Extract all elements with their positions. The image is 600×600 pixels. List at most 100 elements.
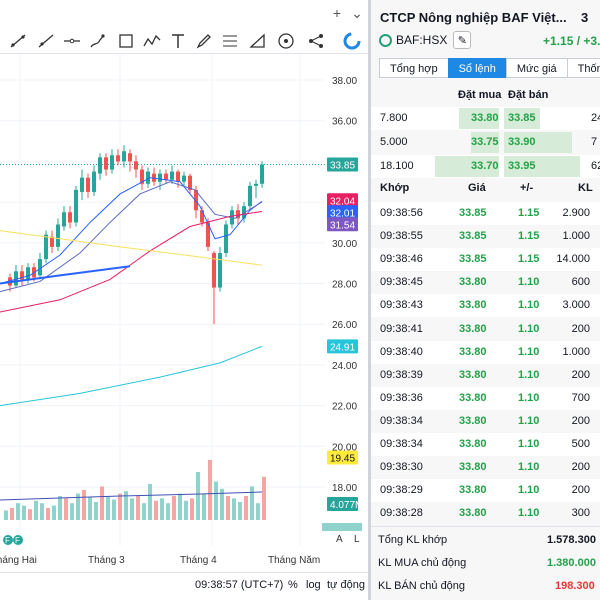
log-toggle[interactable]: log [306,579,321,591]
edit-icon[interactable]: ✎ [453,31,472,49]
rectangle-icon[interactable] [116,31,136,51]
stock-name: CTCP Nông nghiệp BAF Việt... [380,10,567,25]
candle-body [26,267,30,280]
price-badge-label: 19.45 [330,453,355,464]
trade-row: 09:38:36 33.80 1.10 700 [371,386,600,410]
eye-icon[interactable] [276,31,296,51]
auto-scale-button[interactable]: A [336,534,343,545]
trade-chg: 1.10 [518,461,540,474]
trade-row: 09:38:45 33.80 1.10 600 [371,271,600,294]
trade-row: 09:38:56 33.85 1.15 2.900 [371,202,600,225]
volume-bar [34,500,38,520]
candle-body [224,224,228,253]
ray-icon[interactable] [36,31,56,51]
trade-time: 09:38:29 [380,484,423,497]
trade-vol: 200 [571,461,590,474]
volume-bar [238,502,242,520]
trade-vol: 300 [571,507,590,520]
candle-body [128,153,132,162]
volume-bar [28,509,32,520]
volume-bar [244,496,248,520]
volume-bar [70,503,74,520]
trade-time: 09:38:56 [380,207,423,219]
collapse-icon[interactable]: ⌄ [351,5,363,21]
volume-bar [178,493,182,520]
volume-bar [226,496,230,520]
price-badge-label: 31.54 [330,220,355,231]
trade-time: 09:38:43 [380,299,423,312]
chart-pane[interactable]: + ⌄ [0,0,368,600]
volume-bar [46,508,50,520]
summary-sell: KL BÁN chủ động 198.300 [378,580,595,592]
trade-row: 09:38:34 33.80 1.10 500 [371,433,600,456]
trade-row: 09:38:46 33.85 1.15 14.000 [371,248,600,272]
price-badge-ma3 [327,217,358,232]
ma-long-line [0,345,263,407]
ruler-icon[interactable] [248,31,268,51]
text-icon[interactable] [168,31,188,51]
trade-price: 33.85 [459,253,487,266]
candle-body [98,157,102,174]
trade-chg: 1.10 [518,484,540,497]
percent-toggle[interactable]: % [288,579,298,591]
trade-vol: 700 [571,391,590,404]
candle-body [188,175,192,190]
candle-body [182,175,186,182]
tab-statistics[interactable]: Thống [566,58,600,78]
pattern-icon[interactable] [142,31,162,51]
tab-orderbook[interactable]: Sổ lệnh [447,58,506,78]
price-badge-ma2 [327,205,358,220]
trade-chg: 1.10 [518,299,540,312]
price-change: +1.15 / +3. [543,34,600,48]
ma-indigo-line [0,181,263,293]
volume-ma-blue-line [0,491,263,501]
candle-body [212,252,216,288]
volume-bar [232,498,236,520]
volume-bar [100,486,104,520]
price-chart[interactable]: 38.0036.0034.0032.0030.0028.0026.0024.00… [0,54,368,546]
trade-chg: 1.10 [518,414,540,427]
candle-body [38,259,42,276]
brush-icon[interactable] [88,31,108,51]
price-tick: 24.00 [332,361,357,372]
pane-divider[interactable] [368,0,371,600]
candle-body [56,224,60,247]
trade-vol: 200 [571,322,590,335]
candle-body [140,169,144,184]
share-icon[interactable] [306,31,326,51]
trade-time: 09:38:40 [380,345,423,358]
trade-price: 33.80 [459,391,487,404]
auto-toggle[interactable]: tự động [327,579,365,591]
summary-buy: KL MUA chủ động 1.380.000 [378,557,596,569]
volume-bar [220,488,224,520]
fib-icon[interactable] [220,31,240,51]
add-icon[interactable]: + [332,5,342,21]
price-badge-label: 24.91 [330,342,355,353]
trade-time: 09:38:30 [380,461,423,474]
orderbook-row: 5.000 33.75 33.90 7 [371,131,600,154]
horizontal-line-icon[interactable] [62,31,82,51]
tab-price-levels[interactable]: Mức giá [505,58,567,78]
trade-price: 33.80 [459,484,487,497]
volume-bar [184,500,188,520]
trade-time: 09:38:41 [380,322,423,335]
volume-bar [190,498,194,520]
candle-body [146,171,150,184]
pen-icon[interactable] [194,31,214,51]
orderbook-header: Đặt mua Đặt bán [371,84,600,104]
price-badge-vol_ma [327,450,358,465]
trade-time: 09:38:36 [380,391,423,404]
candle-body [164,173,168,180]
volume-bar [136,496,140,520]
trend-line-icon[interactable] [8,31,28,51]
trade-vol: 1.000 [562,345,590,358]
volume-bar [160,498,164,520]
volume-bar [16,503,20,520]
time-label: Tháng Năm [268,555,321,566]
tab-overview[interactable]: Tổng hợp [379,58,448,78]
candle-body [260,164,264,184]
log-scale-button[interactable]: L [354,534,360,545]
candle-body [92,171,96,192]
trade-price: 33.80 [459,368,487,381]
trade-chg: 1.10 [518,322,540,335]
